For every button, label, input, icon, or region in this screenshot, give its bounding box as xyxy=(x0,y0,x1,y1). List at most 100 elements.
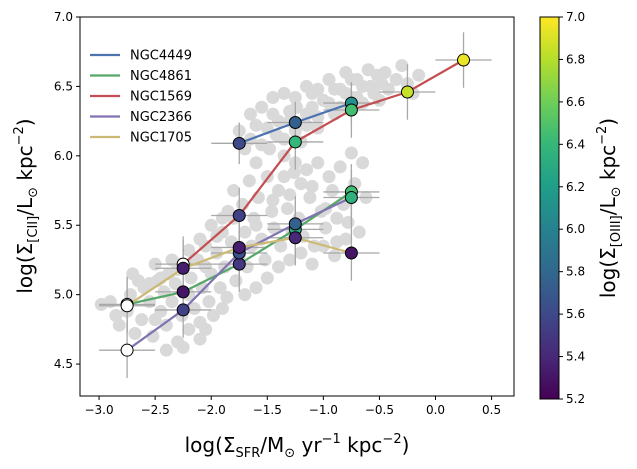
background-point xyxy=(249,156,263,170)
background-point xyxy=(339,232,353,246)
background-point xyxy=(288,91,302,105)
background-point xyxy=(300,79,314,93)
legend-label-ngc2366: NGC2366 xyxy=(130,110,192,125)
background-point xyxy=(128,327,142,341)
background-point xyxy=(356,79,370,93)
background-point xyxy=(266,193,280,207)
background-point xyxy=(112,318,126,332)
background-point xyxy=(322,170,336,184)
background-point xyxy=(227,184,241,198)
data-point-ngc1705 xyxy=(120,299,134,313)
background-point xyxy=(242,174,256,188)
colorbar-tick-label: 6.4 xyxy=(566,137,585,151)
background-point xyxy=(243,107,257,121)
background-point xyxy=(311,82,325,96)
background-point xyxy=(356,156,370,170)
background-point xyxy=(165,253,179,267)
background-point xyxy=(319,221,333,235)
background-point xyxy=(238,288,252,302)
data-point-ngc4449 xyxy=(232,136,246,150)
colorbar-tick-label: 6.2 xyxy=(566,180,585,194)
background-point xyxy=(184,271,198,285)
background-point xyxy=(300,163,314,177)
background-point xyxy=(294,246,308,260)
background-point xyxy=(330,211,344,225)
data-point-ngc1569 xyxy=(400,85,414,99)
background-point xyxy=(182,243,196,257)
y-ticks: 4.5 5.0 5.5 6.0 6.5 7.0 xyxy=(54,10,80,371)
background-point xyxy=(260,271,274,285)
background-point xyxy=(159,343,173,357)
background-point xyxy=(249,281,263,295)
data-point-ngc1705 xyxy=(344,246,358,260)
data-point-ngc1705 xyxy=(232,240,246,254)
background-point xyxy=(202,295,216,309)
background-point xyxy=(389,72,403,86)
background-point xyxy=(274,239,288,253)
background-point xyxy=(271,260,285,274)
legend-label-ngc4449: NGC4449 xyxy=(130,49,192,64)
data-point-ngc1569 xyxy=(344,103,358,117)
background-point xyxy=(220,290,234,304)
y-tick-label: 6.5 xyxy=(54,79,73,93)
background-point xyxy=(176,340,190,354)
x-tick-label: −1.5 xyxy=(253,403,282,417)
x-tick-label: −2.5 xyxy=(141,403,170,417)
data-point-ngc4449 xyxy=(288,116,302,130)
colorbar-tick-label: 6.8 xyxy=(566,52,585,66)
legend: NGC4449 NGC4861 NGC1569 NGC2366 NGC1705 xyxy=(90,49,192,146)
colorbar-tick-label: 5.2 xyxy=(566,392,585,406)
axes-frame xyxy=(79,16,515,397)
background-point xyxy=(412,68,426,82)
data-point-ngc2366 xyxy=(288,217,302,231)
colorbar-tick-label: 5.8 xyxy=(566,265,585,279)
background-point xyxy=(280,202,294,216)
background-point xyxy=(328,82,342,96)
background-point xyxy=(322,72,336,86)
data-point-ngc2366 xyxy=(120,343,134,357)
background-point xyxy=(325,184,339,198)
background-point xyxy=(215,211,229,225)
background-point xyxy=(283,104,297,118)
data-point-ngc1569 xyxy=(457,53,471,67)
data-point-ngc2366 xyxy=(344,190,358,204)
background-point xyxy=(148,313,162,327)
background-point xyxy=(333,160,347,174)
background-point xyxy=(215,302,229,316)
background-point xyxy=(283,188,297,202)
background-point xyxy=(266,91,280,105)
background-point xyxy=(249,118,263,132)
y-tick-label: 4.5 xyxy=(54,357,73,371)
data-point-ngc1705 xyxy=(176,261,190,275)
data-point-ngc1705 xyxy=(288,231,302,245)
colorbar-tick-label: 6.6 xyxy=(566,95,585,109)
background-point xyxy=(182,322,196,336)
plot-area xyxy=(94,32,492,378)
background-point xyxy=(193,232,207,246)
background-point xyxy=(206,308,220,322)
background-point xyxy=(344,72,358,86)
x-tick-label: −1.0 xyxy=(309,403,338,417)
background-point xyxy=(143,277,157,291)
series-points xyxy=(120,53,471,357)
background-point xyxy=(271,184,285,198)
background-point xyxy=(229,274,243,288)
background-point xyxy=(126,267,140,281)
colorbar-ticks: 5.2 5.4 5.6 5.8 6.0 6.2 6.4 6.6 6.8 7.0 xyxy=(559,10,585,406)
background-point xyxy=(193,332,207,346)
background-point xyxy=(187,302,201,316)
legend-label-ngc1705: NGC1705 xyxy=(130,131,192,146)
background-point xyxy=(277,132,291,146)
background-point xyxy=(395,59,409,73)
background-point xyxy=(199,322,213,336)
background-point xyxy=(277,170,291,184)
background-point xyxy=(305,100,319,114)
background-point xyxy=(255,138,269,152)
data-point-ngc1569 xyxy=(288,135,302,149)
x-axis-label: log(ΣSFR/M⊙ yr−1 kpc−2) xyxy=(185,432,410,461)
x-tick-label: 0.5 xyxy=(482,403,501,417)
background-point xyxy=(135,313,149,327)
y-tick-label: 5.0 xyxy=(54,288,73,302)
x-ticks: −3.0 −2.5 −2.0 −1.5 −1.0 −0.5 0.0 0.5 xyxy=(84,396,501,417)
background-point xyxy=(341,215,355,229)
